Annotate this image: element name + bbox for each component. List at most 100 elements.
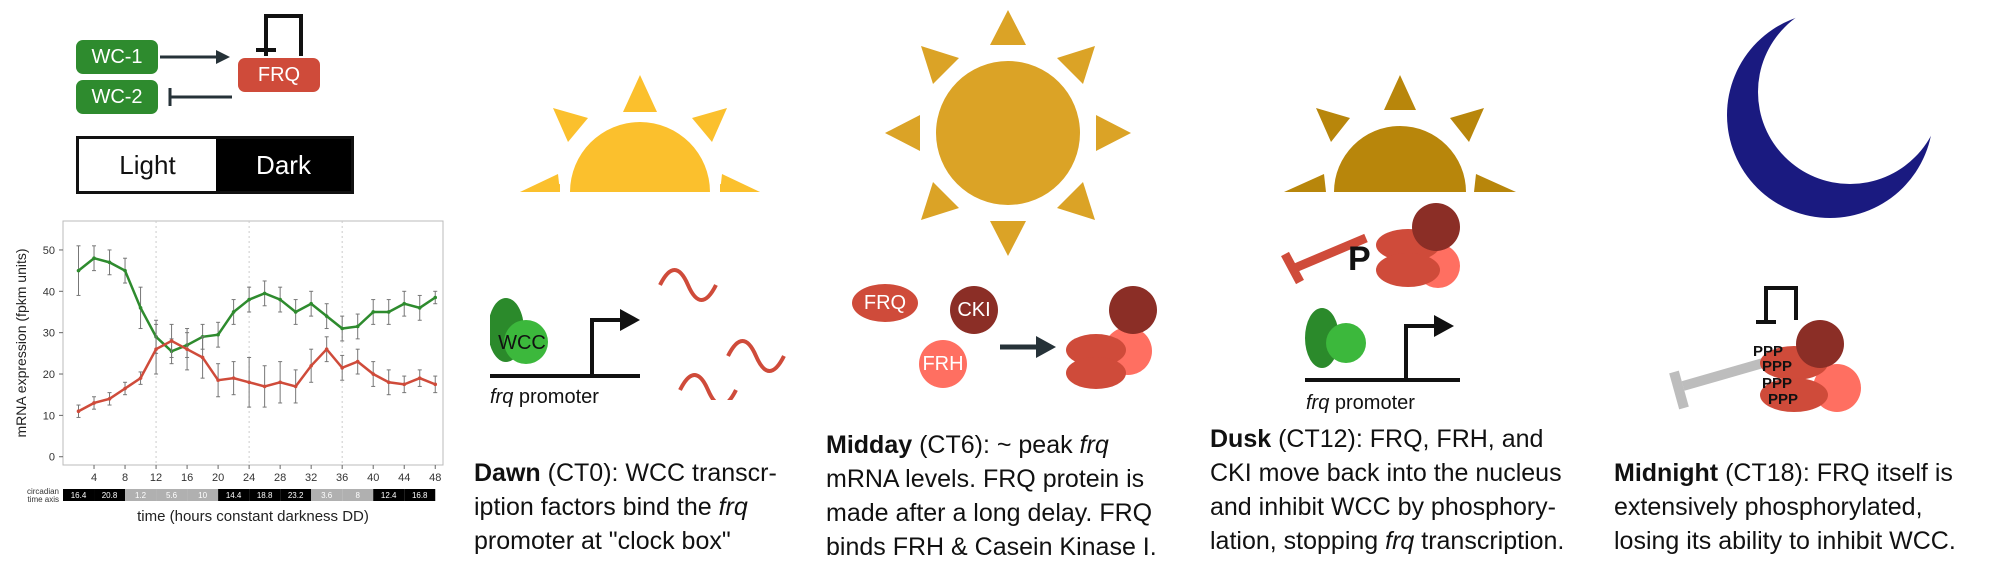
x-tick-label: 44 — [398, 472, 410, 484]
midday-line2: mRNA levels. FRQ protein is — [826, 465, 1145, 493]
x-tick-label: 16 — [181, 472, 193, 484]
data-point — [154, 347, 158, 352]
circadian-cell-label: 3.6 — [321, 491, 333, 500]
dusk-line1: (CT12): FRQ, FRH, and — [1271, 425, 1544, 453]
midday-sun-icon — [885, 10, 1131, 256]
circadian-cell-label: 12.4 — [381, 491, 397, 500]
midnight-line3: losing its ability to inhibit WCC. — [1614, 527, 1956, 555]
midnight-illustration — [1669, 12, 1933, 412]
data-point — [216, 332, 220, 337]
data-point — [200, 355, 205, 360]
circadian-cell-label: 16.4 — [71, 491, 87, 500]
data-point — [92, 256, 96, 261]
midnight-ppp-3: PPP — [1762, 375, 1793, 392]
cki-blob — [950, 286, 998, 334]
data-point — [324, 347, 329, 352]
x-tick-label: 28 — [274, 472, 286, 484]
data-point — [92, 401, 96, 405]
circadian-cell-label: 10 — [198, 491, 207, 500]
dawn-line2-frq: frq — [718, 493, 748, 521]
data-point — [123, 386, 127, 391]
data-point — [355, 324, 360, 329]
x-tick-label: 4 — [91, 472, 97, 484]
dusk-line4-frq: frq — [1385, 527, 1415, 555]
wc2-box: WC-2 — [76, 80, 158, 114]
data-point — [262, 291, 267, 296]
dusk-illustration — [1281, 75, 1516, 382]
dusk-promoter-label: frq promoter — [1306, 392, 1415, 415]
circadian-cell-label: 16.8 — [412, 491, 428, 500]
dusk-line2: CKI move back into the nucleus — [1210, 459, 1562, 487]
midday-cki-label: CKI — [957, 299, 991, 321]
data-point — [107, 397, 112, 401]
data-point — [107, 260, 112, 265]
frh-blob — [919, 340, 967, 388]
circadian-cell — [156, 489, 188, 501]
data-point — [402, 382, 407, 387]
frq-box: FRQ — [238, 58, 320, 92]
y-tick-label: 0 — [49, 452, 55, 464]
circadian-cell-label: 8 — [355, 491, 360, 500]
data-point — [123, 268, 127, 273]
data-point — [169, 339, 174, 343]
dawn-line3: promoter at "clock box" — [474, 527, 731, 555]
data-point — [371, 310, 376, 314]
circadian-cell — [187, 489, 219, 501]
dawn-sun-icon — [520, 75, 760, 192]
circadian-cell — [94, 489, 126, 501]
data-point — [185, 347, 189, 352]
data-point — [293, 310, 298, 314]
midnight-line1: (CT18): FRQ itself is — [1718, 459, 1953, 487]
midnight-ppp-2: PPP — [1762, 358, 1793, 375]
data-point — [340, 326, 344, 331]
data-point — [324, 314, 329, 318]
dawn-line2: iption factors bind the — [474, 493, 719, 521]
circadian-cell — [342, 489, 374, 501]
dusk-caption: Dusk (CT12): FRQ, FRH, and CKI move back… — [1210, 422, 1564, 558]
circadian-cell-label: 20.8 — [102, 491, 118, 500]
data-point — [138, 376, 143, 380]
y-tick-label: 10 — [43, 410, 55, 422]
plot-frame — [62, 220, 444, 466]
data-point — [262, 384, 267, 389]
frq-label: FRQ — [257, 63, 301, 86]
data-point — [340, 366, 344, 370]
circadian-cell-label: 18.8 — [257, 491, 273, 500]
circadian-cell-label: 5.6 — [166, 491, 178, 500]
data-point — [417, 306, 422, 310]
red-series-line — [77, 339, 436, 413]
data-point — [231, 376, 236, 380]
dawn-promoter-frq: frq — [490, 386, 514, 408]
wc2-blob — [504, 320, 548, 364]
midday-frq-label: FRQ — [863, 292, 907, 314]
dawn-wcc-label: WCC — [498, 332, 546, 354]
midnight-title: Midnight — [1614, 459, 1719, 487]
data-point — [293, 384, 298, 389]
midnight-ppp-1: PPP — [1753, 343, 1784, 360]
x-tick-label: 32 — [305, 472, 317, 484]
y-axis-label: mRNA expression (fpkm units) — [13, 248, 29, 437]
circadian-cell — [63, 489, 95, 501]
midday-frh-label: FRH — [922, 353, 964, 375]
moon-icon — [1727, 12, 1933, 218]
y-tick-label: 50 — [43, 245, 55, 257]
x-tick-label: 36 — [336, 472, 348, 484]
circadian-cell — [218, 489, 250, 501]
data-point — [216, 378, 220, 383]
circadian-cell — [249, 489, 281, 501]
circadian-cell — [125, 489, 157, 501]
dusk-phosphate-label: P — [1348, 240, 1371, 278]
dusk-sun-icon — [1284, 75, 1516, 192]
data-point — [231, 310, 236, 314]
data-point — [309, 363, 313, 368]
dawn-promoter-rest: promoter — [513, 386, 599, 408]
midday-line3: made after a long delay. FRQ — [826, 499, 1153, 527]
data-point — [138, 306, 143, 310]
midday-title: Midday — [826, 431, 913, 459]
midday-line1-frq: frq — [1079, 431, 1109, 459]
midnight-caption: Midnight (CT18): FRQ itself is extensive… — [1614, 456, 1956, 558]
light-label: Light — [119, 149, 176, 180]
x-tick-label: 24 — [243, 472, 255, 484]
dusk-line4-end: transcription. — [1414, 527, 1565, 555]
